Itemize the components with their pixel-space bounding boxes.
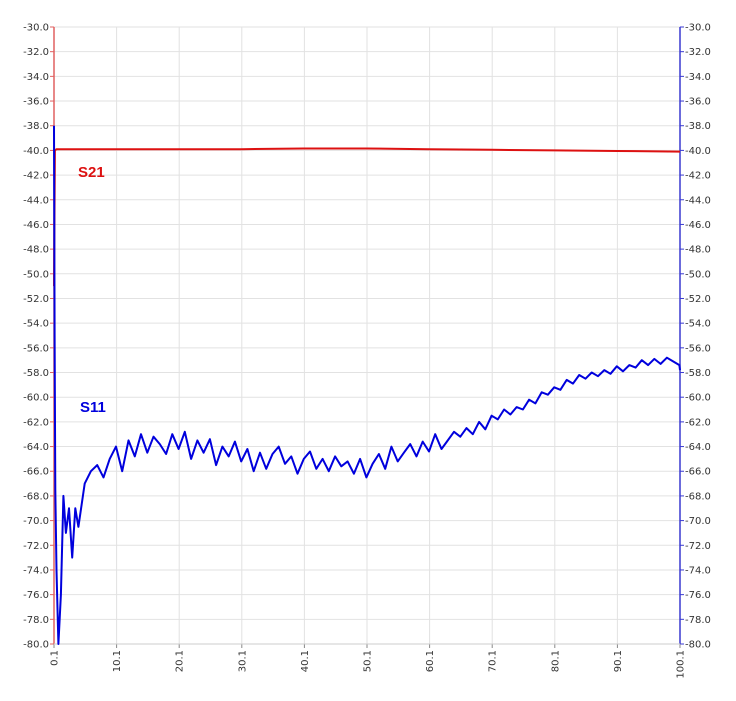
x-axis: 0.1 10.1 20.1 30.1 40.1 50.1 60.1 70.1 80.1 90.1 1… — [50, 643, 687, 679]
x-tick-label: 90.1 — [613, 650, 624, 672]
left-tick-label: -44.0 — [23, 195, 49, 206]
x-tick-label: 60.1 — [425, 650, 436, 672]
left-tick-label: -54.0 — [23, 319, 49, 330]
annotation-s21: S21 — [78, 164, 105, 181]
right-tick-label: -76.0 — [685, 590, 711, 601]
left-tick-label: -78.0 — [23, 615, 49, 626]
left-tick-label: -72.0 — [23, 541, 49, 552]
right-tick-label: -78.0 — [685, 615, 711, 626]
left-tick-label: -58.0 — [23, 368, 49, 379]
right-tick-label: -64.0 — [685, 442, 711, 453]
left-tick-label: -40.0 — [23, 146, 49, 157]
left-tick-label: -62.0 — [23, 417, 49, 428]
right-tick-label: -70.0 — [685, 516, 711, 527]
right-tick-label: -80.0 — [685, 640, 711, 651]
left-tick-label: -46.0 — [23, 220, 49, 231]
x-tick-label: 80.1 — [550, 650, 561, 672]
left-tick-label: -42.0 — [23, 171, 49, 182]
plot-series — [53, 125, 681, 645]
right-tick-label: -72.0 — [685, 541, 711, 552]
right-tick-label: -54.0 — [685, 319, 711, 330]
left-tick-label: -68.0 — [23, 491, 49, 502]
left-tick-label: -38.0 — [23, 121, 49, 132]
left-tick-label: -34.0 — [23, 72, 49, 83]
annotation-s11: S11 — [80, 399, 106, 416]
left-tick-label: -52.0 — [23, 294, 49, 305]
x-tick-label: 30.1 — [237, 650, 248, 672]
right-tick-label: -34.0 — [685, 72, 711, 83]
left-tick-label: -70.0 — [23, 516, 49, 527]
left-tick-label: -50.0 — [23, 269, 49, 280]
right-tick-label: -68.0 — [685, 491, 711, 502]
left-tick-label: -76.0 — [23, 590, 49, 601]
left-tick-label: -64.0 — [23, 442, 49, 453]
right-tick-label: -42.0 — [685, 171, 711, 182]
series-line-s11 — [53, 125, 681, 645]
left-tick-label: -80.0 — [23, 640, 49, 651]
left-tick-label: -36.0 — [23, 97, 49, 108]
right-tick-label: -56.0 — [685, 343, 711, 354]
x-tick-label: 50.1 — [363, 650, 374, 672]
right-tick-label: -48.0 — [685, 245, 711, 256]
left-tick-label: -66.0 — [23, 467, 49, 478]
right-tick-label: -38.0 — [685, 121, 711, 132]
right-tick-label: -36.0 — [685, 97, 711, 108]
right-tick-label: -62.0 — [685, 417, 711, 428]
right-tick-label: -66.0 — [685, 467, 711, 478]
right-tick-label: -30.0 — [685, 23, 711, 34]
right-tick-label: -50.0 — [685, 269, 711, 280]
right-tick-label: -40.0 — [685, 146, 711, 157]
right-tick-label: -74.0 — [685, 565, 711, 576]
left-tick-label: -60.0 — [23, 393, 49, 404]
x-tick-label: 100.1 — [676, 650, 687, 679]
plot-grid — [53, 26, 681, 645]
x-tick-label: 20.1 — [175, 650, 186, 672]
right-tick-label: -46.0 — [685, 220, 711, 231]
x-tick-label: 40.1 — [300, 650, 311, 672]
series-annotations: S21 S11 — [78, 164, 106, 416]
left-tick-label: -74.0 — [23, 565, 49, 576]
right-tick-label: -32.0 — [685, 47, 711, 58]
left-y-axis: -30.0 -32.0 -34.0 -36.0 -38.0 -40.0 -42.0 -44.0… — [23, 23, 55, 651]
right-tick-label: -52.0 — [685, 294, 711, 305]
right-y-axis: -30.0 -32.0 -34.0 -36.0 -38.0 -40.0 -42.0 -44.0… — [679, 23, 711, 651]
left-tick-label: -48.0 — [23, 245, 49, 256]
right-tick-label: -44.0 — [685, 195, 711, 206]
left-tick-label: -32.0 — [23, 47, 49, 58]
x-tick-label: 10.1 — [112, 650, 123, 672]
right-tick-label: -60.0 — [685, 393, 711, 404]
series-line-s21 — [53, 147, 681, 287]
right-tick-label: -58.0 — [685, 368, 711, 379]
left-tick-label: -30.0 — [23, 23, 49, 34]
x-tick-label: 70.1 — [488, 650, 499, 672]
left-tick-label: -56.0 — [23, 343, 49, 354]
x-tick-label: 0.1 — [50, 650, 61, 666]
